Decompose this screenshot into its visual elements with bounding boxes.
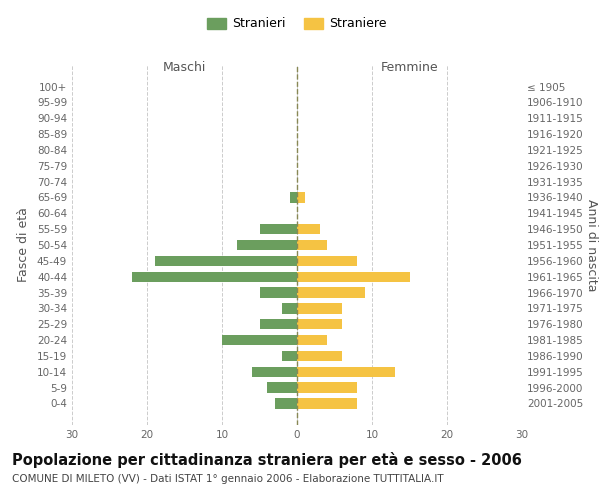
- Text: Femmine: Femmine: [380, 61, 439, 74]
- Bar: [297, 256, 357, 266]
- Bar: [297, 224, 320, 234]
- Bar: [297, 319, 342, 330]
- Bar: [237, 240, 297, 250]
- Bar: [297, 272, 409, 282]
- Bar: [297, 366, 395, 377]
- Text: COMUNE DI MILETO (VV) - Dati ISTAT 1° gennaio 2006 - Elaborazione TUTTITALIA.IT: COMUNE DI MILETO (VV) - Dati ISTAT 1° ge…: [12, 474, 443, 484]
- Legend: Stranieri, Straniere: Stranieri, Straniere: [203, 14, 391, 34]
- Text: Popolazione per cittadinanza straniera per età e sesso - 2006: Popolazione per cittadinanza straniera p…: [12, 452, 522, 468]
- Bar: [260, 224, 297, 234]
- Y-axis label: Fasce di età: Fasce di età: [17, 208, 30, 282]
- Bar: [297, 398, 357, 408]
- Bar: [132, 272, 297, 282]
- Bar: [267, 382, 297, 393]
- Bar: [297, 382, 357, 393]
- Bar: [260, 288, 297, 298]
- Bar: [290, 192, 297, 202]
- Bar: [260, 319, 297, 330]
- Bar: [297, 192, 305, 202]
- Bar: [222, 335, 297, 345]
- Bar: [297, 351, 342, 361]
- Bar: [252, 366, 297, 377]
- Text: Maschi: Maschi: [163, 61, 206, 74]
- Bar: [297, 335, 327, 345]
- Bar: [155, 256, 297, 266]
- Bar: [282, 351, 297, 361]
- Y-axis label: Anni di nascita: Anni di nascita: [584, 198, 598, 291]
- Bar: [297, 240, 327, 250]
- Bar: [275, 398, 297, 408]
- Bar: [297, 288, 365, 298]
- Bar: [282, 303, 297, 314]
- Bar: [297, 303, 342, 314]
